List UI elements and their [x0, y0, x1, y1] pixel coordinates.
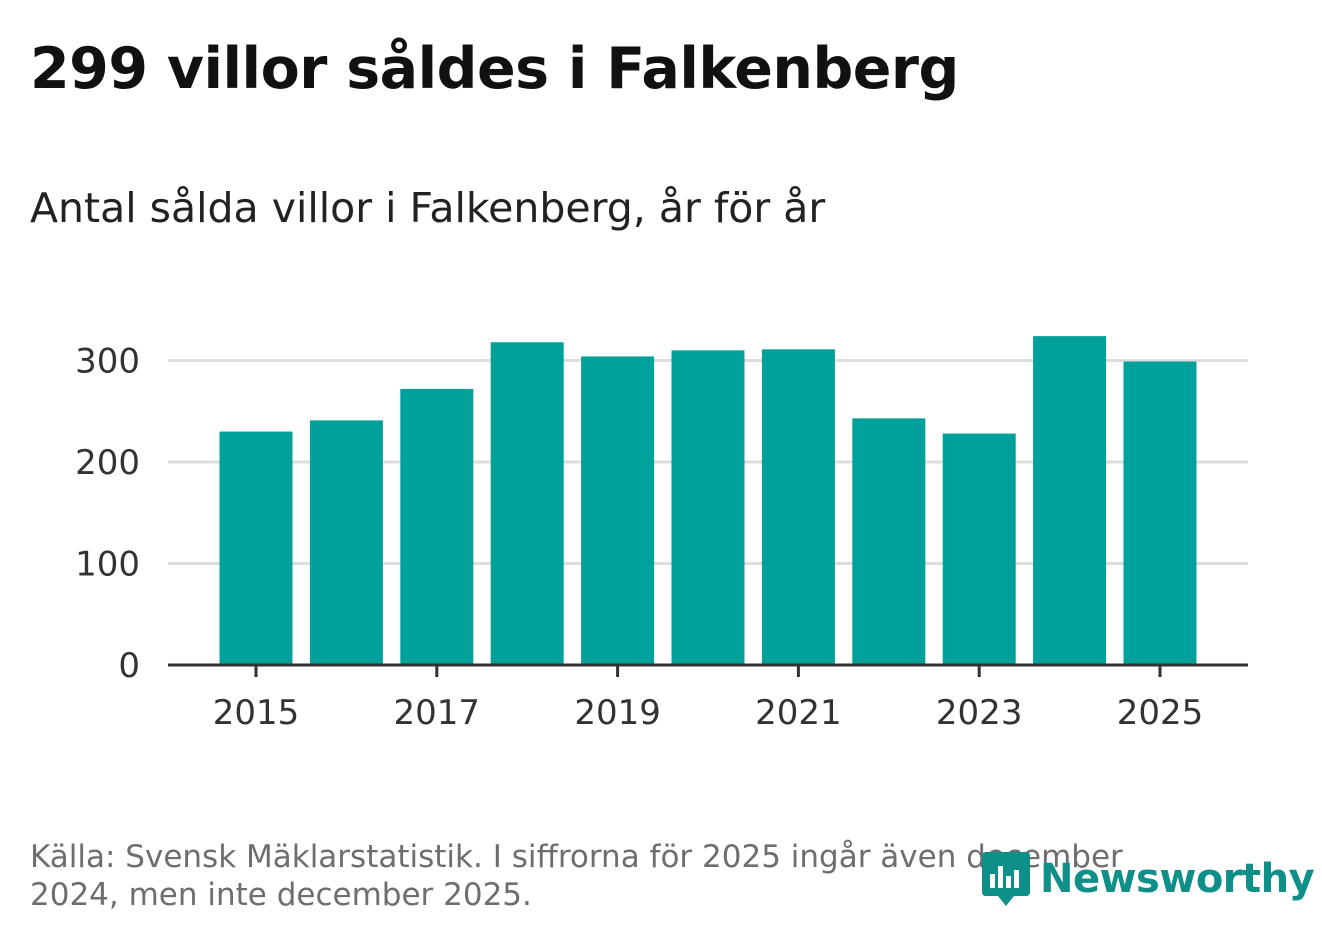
y-tick-label-100: 100 [75, 545, 140, 585]
newsworthy-logo: Newsworthy [980, 848, 1315, 910]
x-tick-label-2021: 2021 [755, 693, 842, 733]
y-tick-label-0: 0 [118, 646, 140, 686]
bar-chart: 0 100 200 300 2015 2017 2019 2021 2023 2025 [75, 336, 1248, 733]
y-tick-label-300: 300 [75, 342, 140, 382]
bar-2020 [671, 350, 745, 665]
bar-2024 [1033, 336, 1107, 665]
chart-title: 299 villor såldes i Falkenberg [30, 36, 959, 102]
bars [219, 336, 1197, 665]
newsworthy-logo-icon [982, 852, 1030, 906]
bar-2017 [400, 388, 474, 665]
x-tick-label-2015: 2015 [213, 693, 300, 733]
y-tick-label-200: 200 [75, 443, 140, 483]
newsworthy-logo-text: Newsworthy [1040, 856, 1315, 902]
bar-2021 [761, 349, 835, 665]
bar-2022 [852, 418, 926, 665]
axes: 0 100 200 300 2015 2017 2019 2021 2023 2025 [75, 342, 1248, 733]
x-tick-label-2025: 2025 [1117, 693, 1204, 733]
bar-2025 [1123, 361, 1197, 665]
source-note: Källa: Svensk Mäklarstatistik. I siffror… [30, 839, 1123, 913]
chart-subtitle: Antal sålda villor i Falkenberg, år för … [30, 184, 826, 232]
bar-2015 [219, 431, 293, 665]
x-tick-label-2017: 2017 [394, 693, 481, 733]
x-tick-label-2023: 2023 [936, 693, 1023, 733]
bar-2023 [942, 433, 1016, 665]
x-tick-label-2019: 2019 [574, 693, 661, 733]
bar-2019 [581, 356, 655, 665]
bar-2018 [490, 342, 564, 665]
bar-2016 [309, 420, 383, 665]
